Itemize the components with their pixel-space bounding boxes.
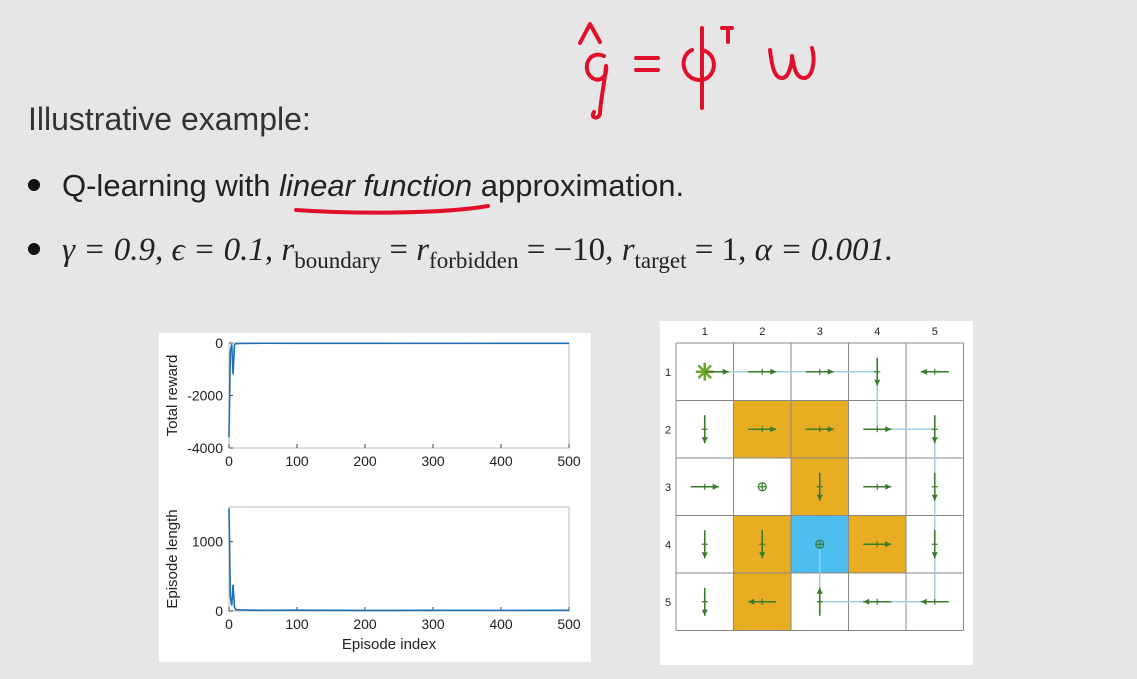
handwritten-formula	[578, 22, 816, 120]
arrow-right-icon	[827, 426, 834, 433]
bullet-q-learning: Q-learning with linear function approxim…	[28, 168, 684, 204]
y-tick-label: 0	[215, 335, 223, 351]
training-plots: 0 100 200 300 400 500 0 -2000 -4000 Total reward 0…	[164, 335, 581, 653]
arrow-right-icon	[770, 426, 777, 433]
param-epsilon: ϵ = 0.1,	[171, 232, 274, 268]
arrow-down-icon	[931, 552, 938, 559]
emphasized-term: linear function	[279, 168, 473, 203]
grid-world: 1 2 3 4 5 1 2 3 4 5	[665, 326, 964, 631]
eq-sign: =	[381, 232, 417, 268]
neg-ten: = −10,	[518, 232, 622, 268]
sub-forbidden: forbidden	[429, 248, 519, 273]
y-axis-label: Total reward	[164, 355, 181, 437]
arrow-down-icon	[931, 437, 938, 444]
slide-title: Illustrative example:	[28, 101, 311, 137]
bullet-params: γ = 0.9, ϵ = 0.1, rboundary = rforbidden…	[28, 232, 894, 273]
arrow-down-icon	[816, 494, 823, 501]
row-label: 2	[665, 424, 671, 436]
x-tick-label: 100	[285, 616, 309, 632]
arrow-right-icon	[712, 483, 719, 490]
training-plots-panel: 0 100 200 300 400 500 0 -2000 -4000 Total reward 0…	[159, 333, 591, 662]
x-tick-label: 300	[421, 453, 445, 469]
arrow-right-icon	[885, 426, 892, 433]
handwritten-underline	[294, 204, 490, 215]
x-tick-label: 400	[489, 616, 513, 632]
arrow-down-icon	[701, 437, 708, 444]
col-label: 1	[702, 326, 708, 338]
row-label: 4	[665, 539, 671, 551]
param-alpha: α = 0.001.	[754, 232, 894, 268]
y-tick-label: -2000	[187, 388, 223, 404]
sub-target: target	[634, 248, 687, 273]
plot-frame	[228, 342, 570, 449]
arrow-down-icon	[701, 552, 708, 559]
x-tick-label: 0	[225, 616, 233, 632]
arrow-right-icon	[770, 368, 777, 375]
param-r: r	[416, 232, 430, 268]
x-tick-label: 400	[489, 453, 513, 469]
x-tick-label: 0	[225, 453, 233, 469]
col-label: 3	[817, 326, 823, 338]
arrow-up-icon	[816, 587, 823, 594]
param-gamma: γ = 0.9,	[62, 232, 164, 268]
arrow-down-icon	[701, 609, 708, 616]
bullet-text-before: Q-learning with	[62, 168, 280, 203]
arrow-down-icon	[759, 552, 766, 559]
param-r: r	[281, 232, 295, 268]
x-tick-label: 500	[557, 616, 581, 632]
arrow-down-icon	[931, 494, 938, 501]
col-label: 5	[932, 326, 938, 338]
row-label: 1	[665, 367, 671, 379]
x-tick-label: 100	[285, 453, 309, 469]
series-line	[228, 508, 570, 612]
arrow-left-icon	[920, 368, 927, 375]
param-r: r	[621, 232, 635, 268]
col-label: 2	[759, 326, 765, 338]
y-tick-label: 0	[215, 603, 223, 619]
arrow-down-icon	[874, 379, 881, 386]
y-axis-label: Episode length	[164, 509, 181, 608]
series-line	[228, 342, 570, 438]
bullet-text-after: approximation.	[472, 168, 685, 203]
col-label: 4	[874, 326, 880, 338]
sub-boundary: boundary	[294, 248, 382, 273]
x-tick-label: 500	[557, 453, 581, 469]
arrow-left-icon	[748, 598, 755, 605]
arrow-right-icon	[885, 541, 892, 548]
arrow-right-icon	[827, 368, 834, 375]
x-tick-label: 200	[353, 453, 377, 469]
y-tick-label: -4000	[187, 440, 223, 456]
y-tick-label: 1000	[192, 534, 223, 550]
row-label: 3	[665, 482, 671, 494]
bullet-dot	[28, 243, 40, 256]
arrow-left-icon	[863, 598, 870, 605]
eq-one: = 1,	[686, 232, 755, 268]
arrow-right-icon	[885, 483, 892, 490]
plot-frame	[228, 506, 570, 612]
grid-world-panel: 1 2 3 4 5 1 2 3 4 5	[660, 321, 973, 665]
row-label: 5	[665, 597, 671, 609]
arrow-right-icon	[722, 368, 729, 375]
bullet-dot	[28, 178, 40, 191]
arrow-left-icon	[920, 598, 927, 605]
x-axis-label: Episode index	[342, 636, 437, 653]
x-tick-label: 300	[421, 616, 445, 632]
x-tick-label: 200	[353, 616, 377, 632]
